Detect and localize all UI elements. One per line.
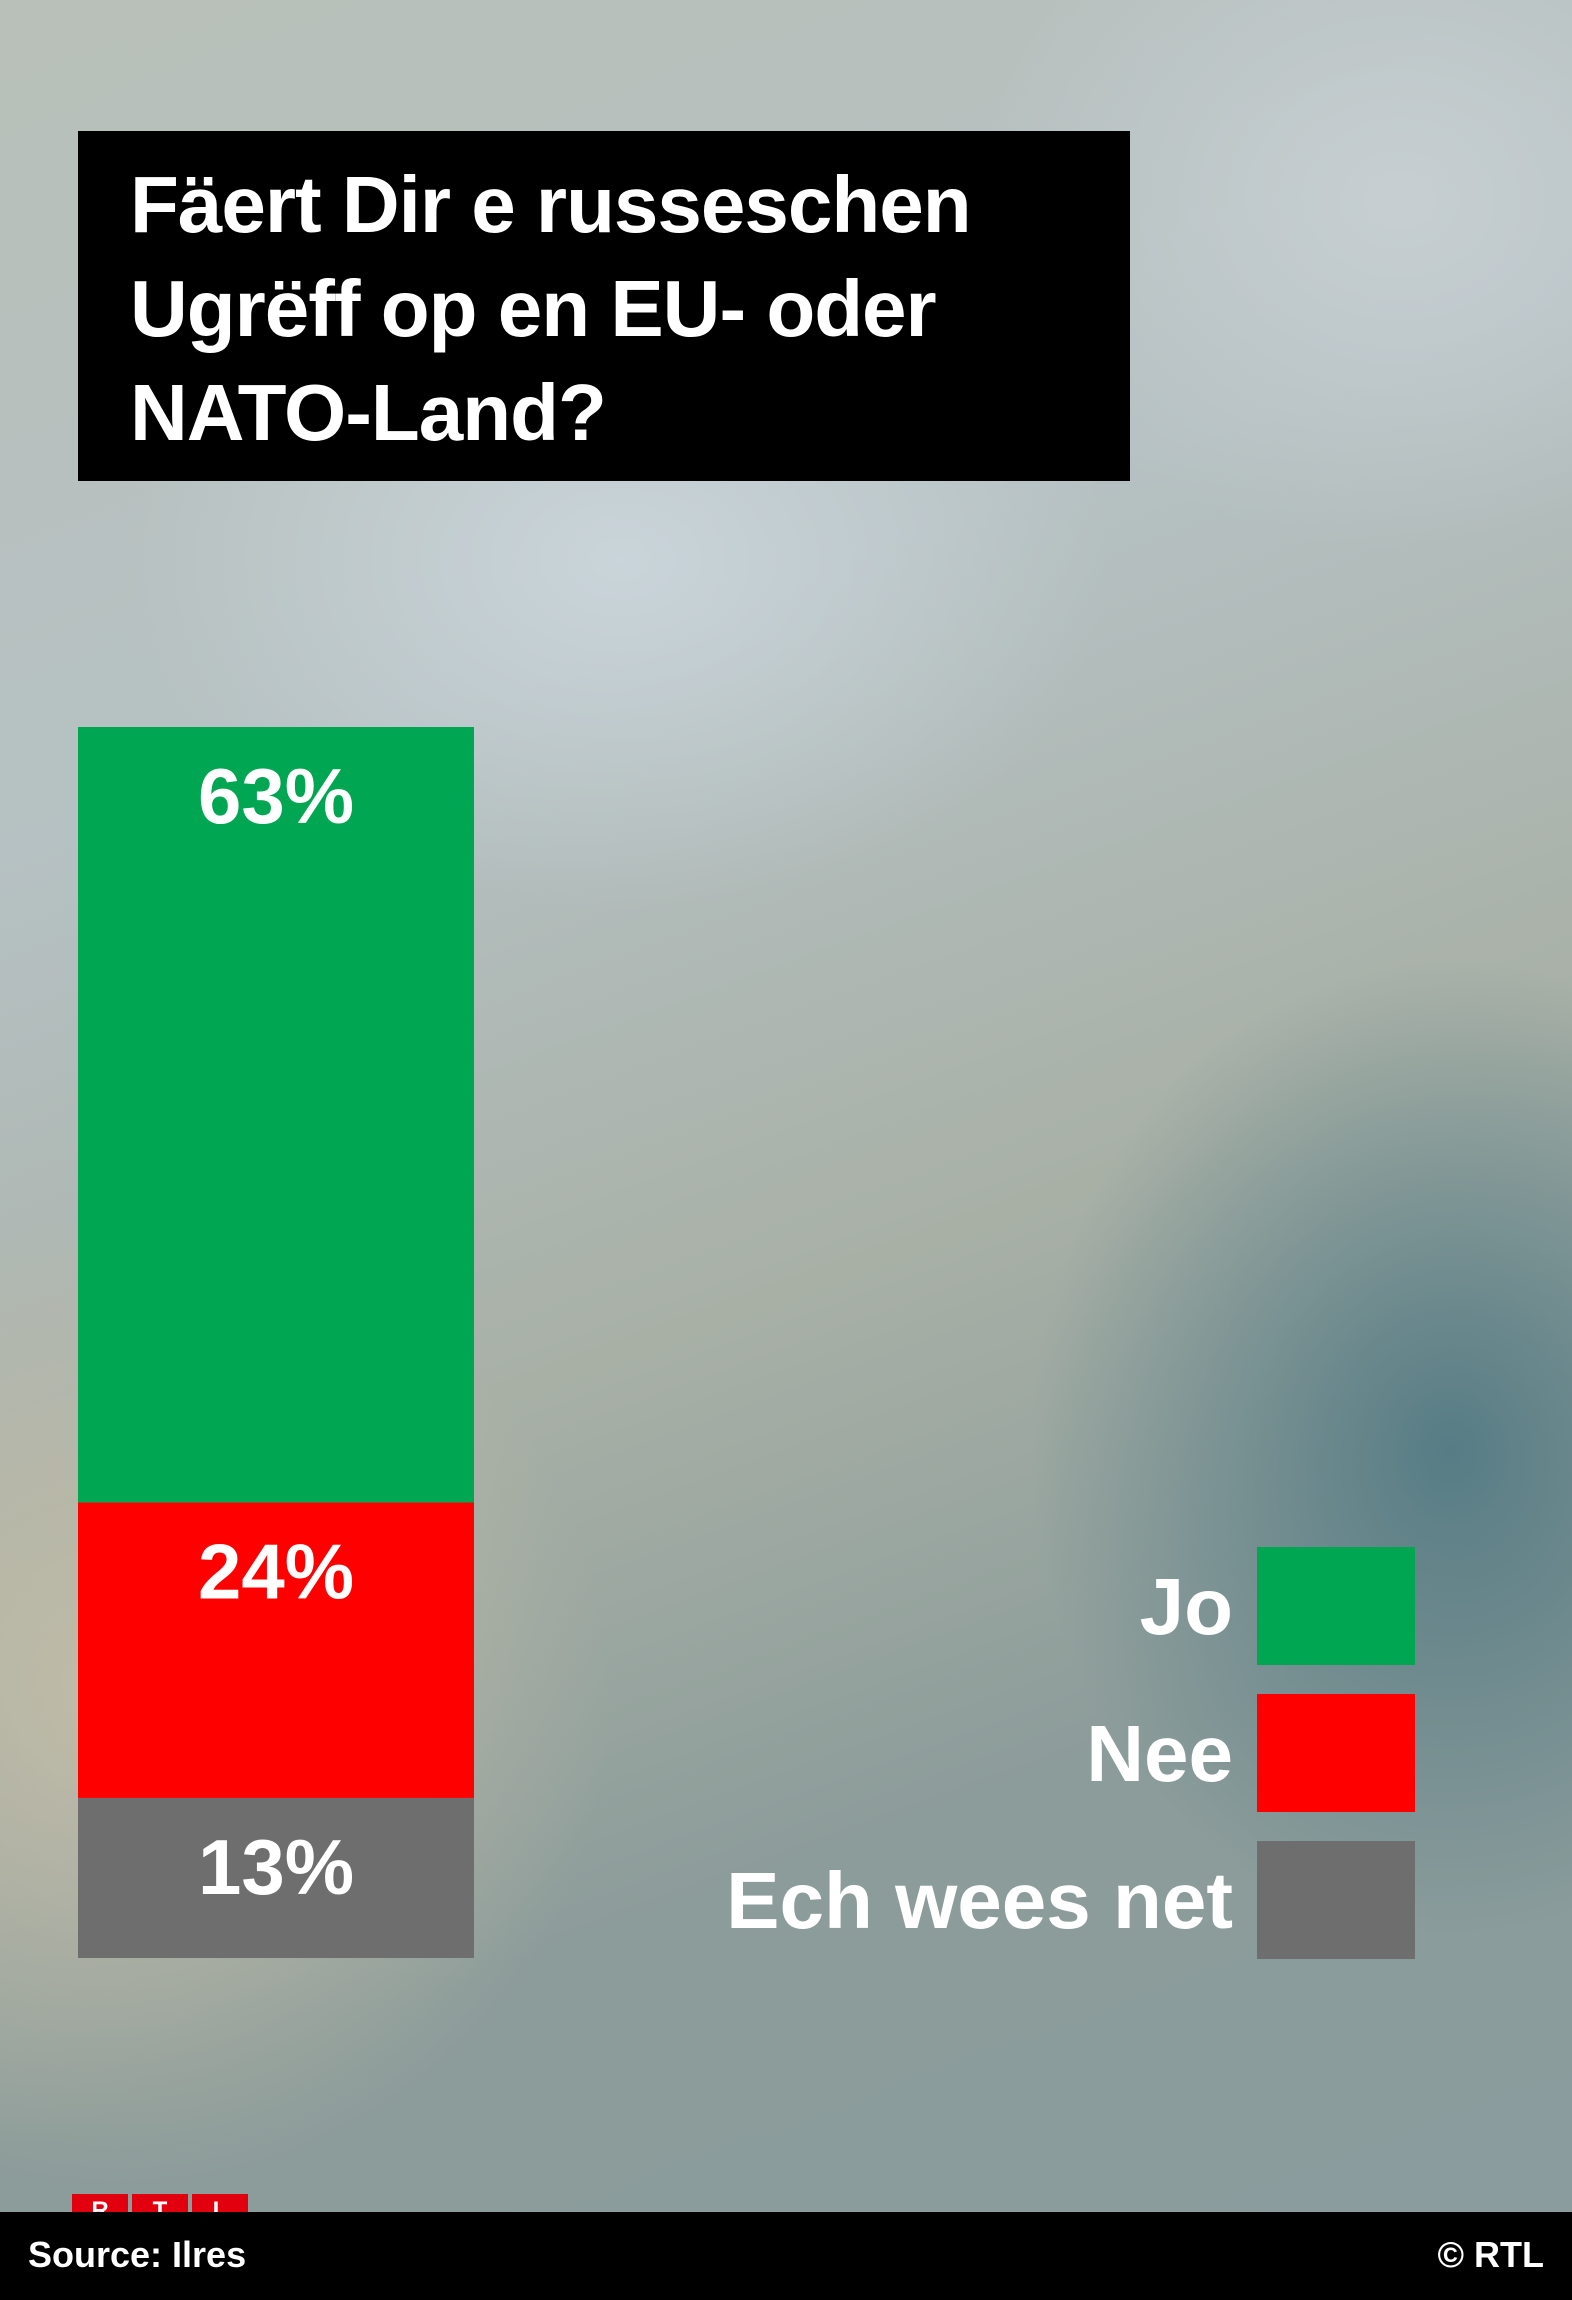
bar-value-label: 24% bbox=[198, 1528, 354, 1616]
legend-swatch bbox=[1257, 1841, 1415, 1959]
source-text: Source: Ilres bbox=[28, 2234, 247, 2275]
title-box: Fäert Dir e russeschen Ugrëff op en EU- … bbox=[78, 131, 1130, 481]
legend-swatch bbox=[1257, 1694, 1415, 1812]
bar-value-label: 63% bbox=[198, 752, 354, 840]
legend-swatch bbox=[1257, 1547, 1415, 1665]
legend-label: Nee bbox=[1086, 1709, 1233, 1798]
bar-value-label: 13% bbox=[198, 1823, 354, 1911]
legend-label: Ech wees net bbox=[726, 1856, 1233, 1945]
copyright-text: © RTL bbox=[1437, 2234, 1544, 2275]
legend-label: Jo bbox=[1140, 1562, 1233, 1651]
bar-segment-3 bbox=[78, 1797, 474, 1958]
footer-bar: Source: Ilres © RTL bbox=[0, 2212, 1572, 2300]
chart-title: Fäert Dir e russeschen Ugrëff op en EU- … bbox=[130, 160, 972, 457]
bar-segment-1 bbox=[78, 727, 474, 1503]
bar-segment-2 bbox=[78, 1502, 474, 1798]
